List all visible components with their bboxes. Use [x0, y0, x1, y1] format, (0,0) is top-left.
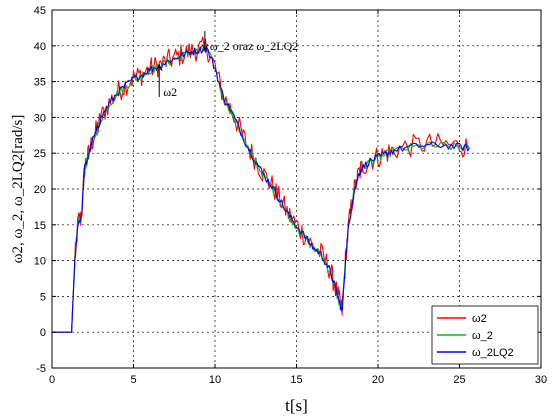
x-tick-label: 15	[290, 374, 302, 386]
x-tick-label: 5	[130, 374, 136, 386]
annotation-arrowhead	[201, 44, 209, 51]
x-tick-label: 20	[372, 374, 384, 386]
y-tick-label: 40	[34, 41, 46, 53]
legend: ω2 ω_2 ω_2LQ2	[431, 305, 539, 365]
annotation-arrowhead	[155, 64, 163, 71]
series-lines	[52, 36, 470, 333]
y-tick-label: 25	[34, 148, 46, 160]
y-tick-label: 45	[34, 5, 46, 17]
x-tick-label: 30	[535, 374, 547, 386]
x-axis-label: t[s]	[285, 396, 308, 415]
annotations: ω_2 oraz ω_2LQ2 ω2	[155, 31, 298, 99]
y-tick-label: 5	[40, 291, 46, 303]
series-line-ω_2LQ2	[52, 46, 470, 333]
y-tick-label: 15	[34, 220, 46, 232]
legend-entry: ω2	[472, 313, 487, 325]
y-axis-label: ω2, ω_2, ω_2LQ2[rad/s]	[10, 115, 26, 264]
annotation-label: ω2	[163, 85, 177, 99]
grid	[52, 10, 541, 368]
y-tick-label: -5	[36, 363, 46, 375]
y-tick-label: 35	[34, 77, 46, 89]
x-tick-label: 25	[453, 374, 465, 386]
x-tick-label: 10	[209, 374, 221, 386]
y-tick-label: 30	[34, 112, 46, 124]
y-tick-label: 10	[34, 256, 46, 268]
annotation-label: ω_2 oraz ω_2LQ2	[210, 39, 298, 53]
x-tick-label: 0	[49, 374, 55, 386]
y-tick-label: 20	[34, 184, 46, 196]
legend-entry: ω_2	[472, 330, 493, 342]
y-tick-label: 0	[40, 327, 46, 339]
legend-entry: ω_2LQ2	[472, 347, 514, 359]
